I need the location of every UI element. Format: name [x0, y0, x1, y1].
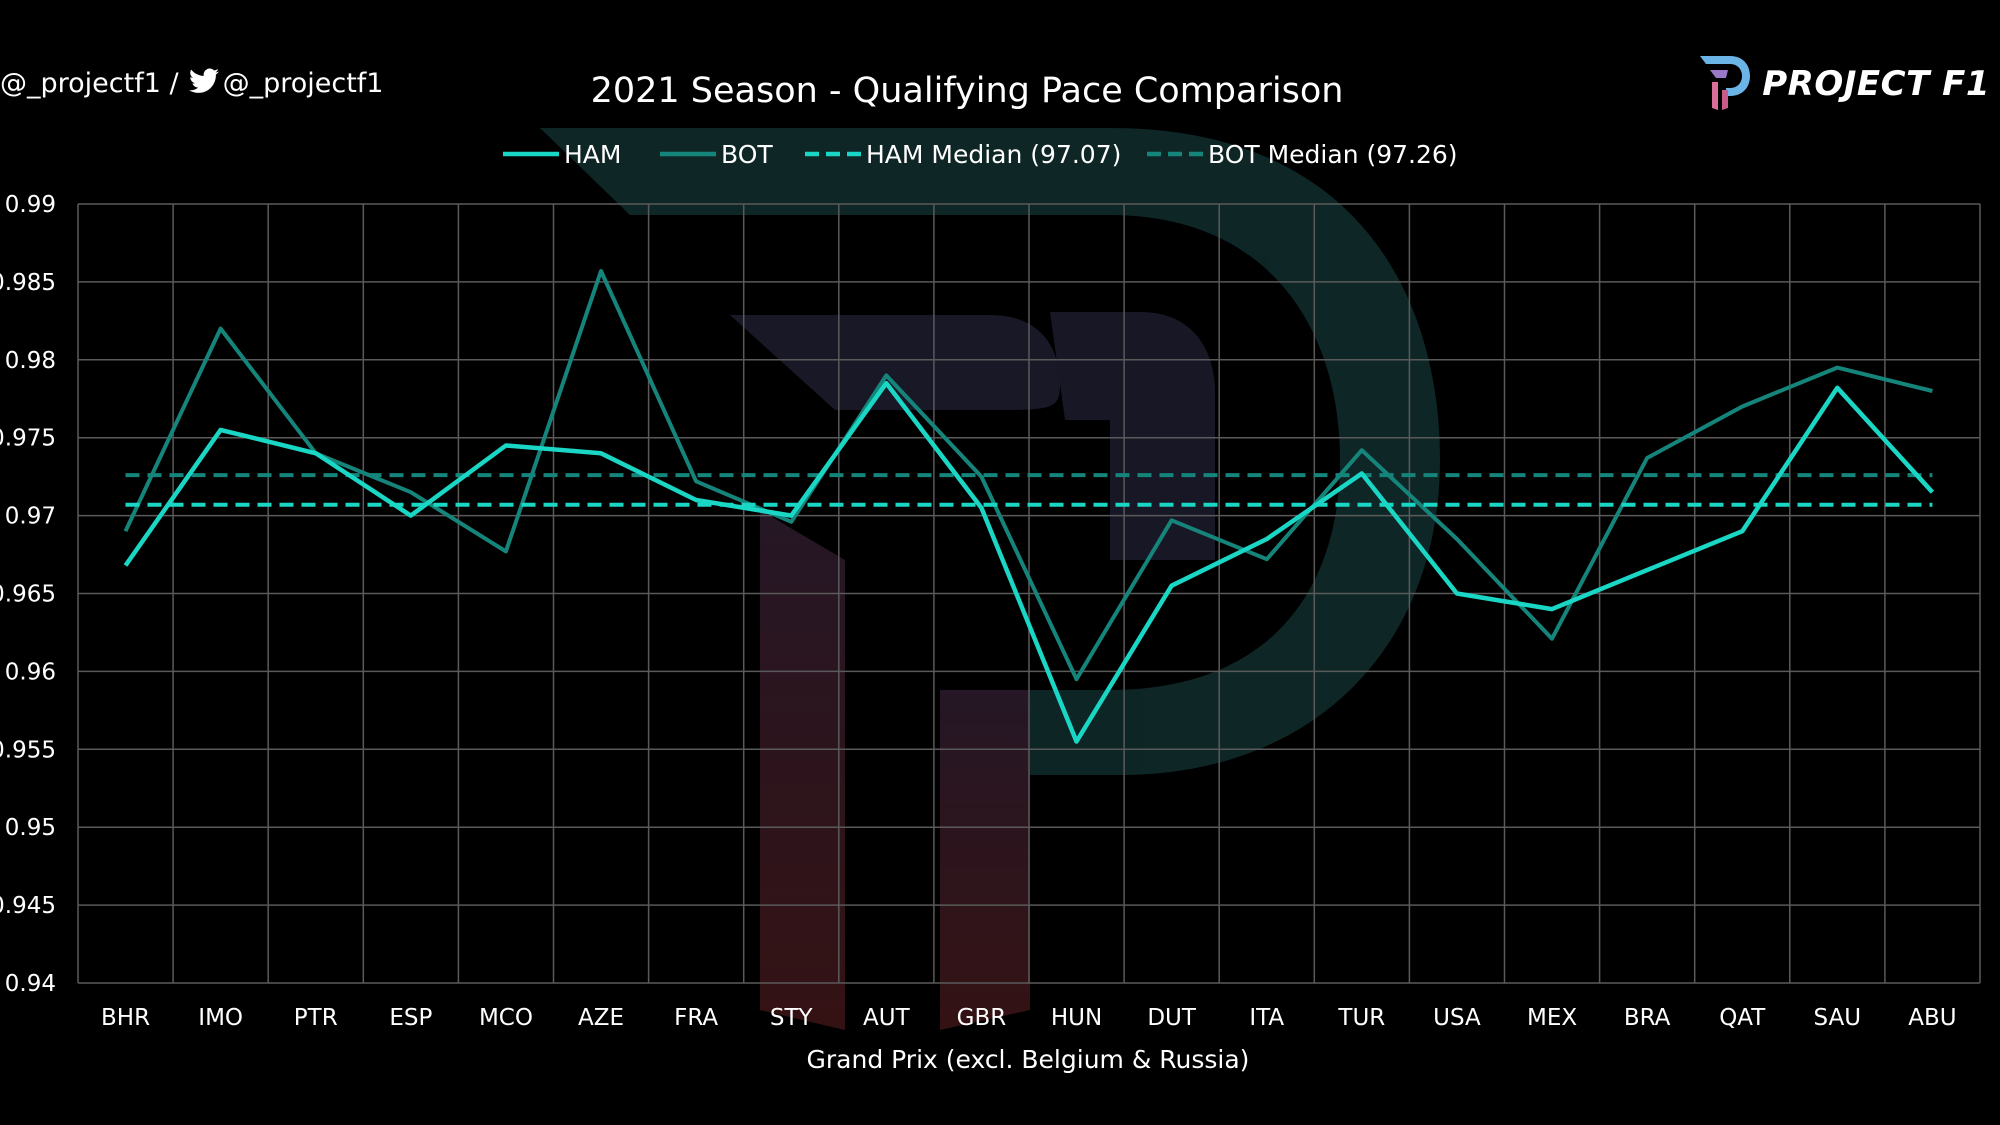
y-tick-label: 0.94 [5, 971, 56, 997]
x-tick-label: BHR [101, 1005, 150, 1031]
x-tick-label: GBR [957, 1005, 1007, 1031]
x-tick-label: MCO [479, 1005, 533, 1031]
y-tick-label: 0.955 [0, 737, 56, 763]
brand: PROJECT F1 [1696, 52, 1990, 116]
x-tick-label: IMO [198, 1005, 243, 1031]
x-tick-label: AUT [863, 1005, 911, 1031]
x-axis-label: Grand Prix (excl. Belgium & Russia) [807, 1045, 1250, 1074]
x-tick-label: AZE [578, 1005, 624, 1031]
twitter-handle: @_projectf1 [222, 68, 384, 99]
x-tick-label: PTR [294, 1005, 338, 1031]
x-tick-label: FRA [674, 1005, 718, 1031]
x-tick-label: DUT [1147, 1005, 1197, 1031]
chart-title: 2021 Season - Qualifying Pace Comparison [591, 71, 1344, 111]
x-tick-label: USA [1433, 1005, 1481, 1031]
x-tick-label: HUN [1051, 1005, 1102, 1031]
x-tick-label: QAT [1719, 1005, 1766, 1031]
x-tick-label: ITA [1249, 1005, 1284, 1031]
y-tick-label: 0.965 [0, 582, 56, 608]
x-tick-label: ABU [1908, 1005, 1956, 1031]
x-tick-label: TUR [1337, 1005, 1385, 1031]
x-tick-label: ESP [389, 1005, 432, 1031]
legend-label: HAM Median (97.07) [866, 140, 1121, 169]
legend-label: HAM [564, 140, 621, 169]
legend-label: BOT [721, 140, 773, 169]
x-tick-label: SAU [1814, 1005, 1862, 1031]
y-tick-label: 0.99 [5, 192, 56, 218]
instagram-handle: @_projectf1 / [0, 68, 179, 99]
y-tick-label: 0.96 [5, 659, 56, 685]
y-tick-label: 0.98 [5, 348, 56, 374]
y-tick-label: 0.985 [0, 270, 56, 296]
y-tick-label: 0.945 [0, 893, 56, 919]
twitter-bird-icon [188, 68, 219, 101]
project-f1-logo-icon [1696, 52, 1752, 116]
x-tick-label: MEX [1527, 1005, 1577, 1031]
series-line-ham [123, 380, 1935, 744]
pf1-watermark [540, 128, 1440, 1030]
x-tick-label: BRA [1624, 1005, 1671, 1031]
y-tick-label: 0.95 [5, 815, 56, 841]
x-tick-label: STY [770, 1005, 814, 1031]
legend-label: BOT Median (97.26) [1208, 140, 1458, 169]
brand-name: PROJECT F1 [1762, 64, 1990, 104]
social-handles: @_projectf1 / @_projectf1 [0, 68, 383, 101]
y-tick-label: 0.97 [5, 504, 56, 530]
y-tick-label: 0.975 [0, 426, 56, 452]
